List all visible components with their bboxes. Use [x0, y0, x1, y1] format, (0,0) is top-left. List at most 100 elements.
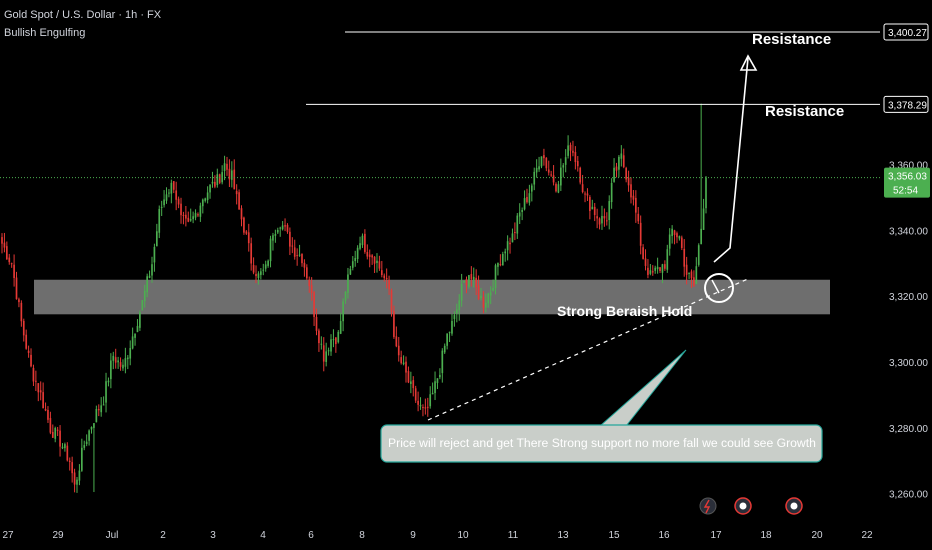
candle-body	[76, 479, 78, 485]
candle-body	[480, 295, 482, 299]
candle-body	[257, 273, 260, 279]
candle-body	[5, 246, 8, 260]
symbol-title[interactable]: Gold Spot / U.S. Dollar · 1h · FX	[4, 9, 162, 21]
candle-body	[148, 275, 151, 278]
candle-body	[83, 445, 86, 448]
candle-body	[685, 264, 688, 275]
candle-body	[105, 381, 107, 403]
candle-body	[59, 430, 61, 447]
candle-body	[557, 184, 560, 193]
us-flag-event-icon-core	[739, 502, 747, 510]
candle-body	[64, 444, 66, 449]
candle-body	[625, 168, 628, 180]
candle-body	[402, 362, 405, 365]
x-tick-label: 20	[811, 530, 823, 541]
candle-body	[504, 251, 507, 254]
x-tick-label: 2	[160, 530, 166, 541]
candle-body	[279, 227, 282, 229]
candle-body	[80, 447, 83, 471]
candle-body	[455, 309, 458, 314]
x-tick-label: 16	[658, 530, 670, 541]
x-tick-label: 15	[608, 530, 620, 541]
x-tick-label: 22	[861, 530, 873, 541]
candle-body	[264, 264, 267, 269]
x-tick-label: 4	[260, 530, 266, 541]
candle-body	[281, 225, 284, 230]
candle-body	[230, 170, 233, 180]
candle-body	[315, 316, 318, 331]
candle-body	[112, 355, 115, 361]
candle-body	[90, 427, 93, 430]
candle-body	[10, 263, 13, 265]
candle-body	[88, 430, 90, 441]
indicator-label[interactable]: Bullish Engulfing	[4, 27, 86, 39]
candle-body	[489, 292, 492, 296]
candle-body	[422, 407, 424, 409]
candle-body	[25, 334, 28, 349]
candle-body	[676, 233, 678, 238]
candle-body	[572, 150, 574, 153]
candle-body	[632, 195, 635, 200]
candle-body	[209, 184, 211, 193]
candle-body	[175, 190, 178, 200]
candle-body	[501, 253, 504, 266]
candle-body	[228, 168, 231, 180]
candle-body	[274, 233, 277, 236]
candle-body	[95, 408, 98, 423]
candle-body	[567, 145, 569, 156]
candle-body	[535, 167, 538, 173]
candle-body	[15, 277, 18, 300]
candle-body	[649, 270, 652, 274]
candle-body	[569, 144, 572, 151]
candle-body	[664, 264, 666, 269]
candle-body	[276, 229, 279, 233]
candle-body	[426, 406, 429, 408]
x-tick-label: 10	[457, 530, 469, 541]
candle-body	[272, 235, 274, 241]
projection-path	[713, 57, 749, 263]
candle-body	[693, 277, 695, 286]
candle-body	[194, 213, 197, 218]
candle-body	[189, 219, 192, 221]
candle-body	[284, 225, 286, 227]
candle-body	[168, 192, 170, 194]
candle-body	[172, 181, 175, 190]
candle-body	[630, 184, 632, 198]
candle-body	[201, 199, 204, 207]
candle-body	[683, 248, 686, 267]
candle-body	[654, 267, 657, 271]
candle-body	[371, 255, 373, 258]
candle-body	[22, 320, 25, 336]
candle-body	[380, 270, 383, 275]
candle-body	[27, 350, 30, 353]
candle-body	[20, 302, 23, 322]
candle-body	[32, 367, 35, 382]
candle-body	[8, 257, 11, 263]
candle-body	[153, 246, 156, 263]
y-tick-label: 3,320.00	[889, 292, 928, 303]
candle-body	[305, 267, 308, 279]
candle-body	[552, 175, 555, 183]
candle-body	[177, 198, 180, 205]
candle-body	[143, 290, 146, 302]
candle-body	[439, 374, 441, 378]
candles	[1, 103, 707, 493]
candle-body	[576, 161, 579, 167]
candle-body	[240, 208, 243, 220]
candle-body	[214, 181, 216, 187]
candle-body	[107, 380, 110, 383]
candle-body	[180, 203, 182, 216]
x-tick-label: 18	[760, 530, 772, 541]
candle-body	[238, 192, 240, 210]
lightning-event-icon	[699, 497, 717, 515]
candle-body	[620, 153, 623, 159]
callout-text: Price will reject and get There Strong s…	[388, 436, 816, 450]
candle-body	[651, 271, 654, 273]
x-tick-label: 3	[210, 530, 216, 541]
candle-body	[158, 208, 161, 233]
candle-body	[668, 234, 671, 249]
candle-body	[424, 407, 427, 409]
trendline	[427, 277, 751, 421]
candle-body	[313, 292, 315, 317]
